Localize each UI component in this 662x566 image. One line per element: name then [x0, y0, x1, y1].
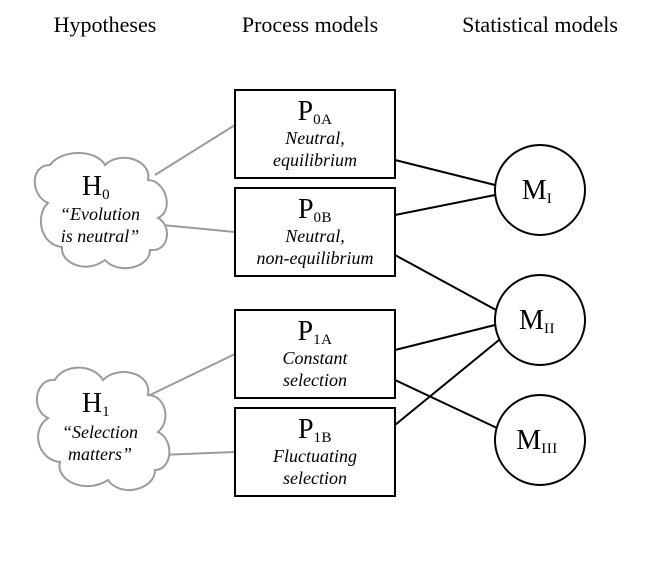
process-desc1-P0A: Neutral,	[284, 128, 345, 148]
process-desc2-P1B: selection	[283, 468, 347, 488]
process-models-group: P0ANeutral,equilibrium P0BNeutral,non-equ…	[235, 90, 395, 496]
edge-P0B-MII	[395, 255, 496, 310]
hypothesis-h1: H1 “Selection matters”	[37, 368, 169, 490]
edge-P1B-MII	[395, 340, 499, 425]
process-desc2-P0B: non-equilibrium	[257, 248, 374, 268]
edge-P1A-MIII	[395, 380, 497, 428]
edge-H1-P1A	[150, 354, 235, 395]
hypothesis-h0: H0 “Evolution is neutral”	[35, 153, 167, 268]
header-statistical: Statistical models	[462, 12, 618, 37]
process-desc2-P0A: equilibrium	[273, 150, 357, 170]
process-desc1-P1A: Constant	[282, 348, 348, 368]
stat-circle-MII: MII	[495, 275, 585, 365]
quote-h1-line2: matters”	[68, 444, 132, 464]
edge-H1-P1B	[160, 452, 235, 455]
process-box-P1B: P1BFluctuatingselection	[235, 408, 395, 496]
process-desc1-P1B: Fluctuating	[272, 446, 357, 466]
stat-circle-MIII: MIII	[495, 395, 585, 485]
header-process: Process models	[242, 12, 378, 37]
edge-P0B-MI	[395, 195, 495, 215]
process-desc1-P0B: Neutral,	[284, 226, 345, 246]
quote-h1-line1: “Selection	[62, 422, 138, 442]
statistical-models-group: MI MII MIII	[495, 145, 585, 485]
edge-H0-P0B	[162, 225, 235, 232]
process-box-P0B: P0BNeutral,non-equilibrium	[235, 188, 395, 276]
edge-H0-P0A	[155, 125, 235, 175]
quote-h0-line1: “Evolution	[60, 204, 140, 224]
process-box-P1A: P1AConstantselection	[235, 310, 395, 398]
diagram-svg: Hypotheses Process models Statistical mo…	[0, 0, 662, 566]
edges-process-statistical	[395, 160, 499, 428]
edge-P1A-MII	[395, 325, 495, 350]
stat-circle-MI: MI	[495, 145, 585, 235]
header-hypotheses: Hypotheses	[54, 12, 157, 37]
edge-P0A-MI	[395, 160, 495, 185]
process-box-P0A: P0ANeutral,equilibrium	[235, 90, 395, 178]
process-desc2-P1A: selection	[283, 370, 347, 390]
quote-h0-line2: is neutral”	[61, 226, 140, 246]
